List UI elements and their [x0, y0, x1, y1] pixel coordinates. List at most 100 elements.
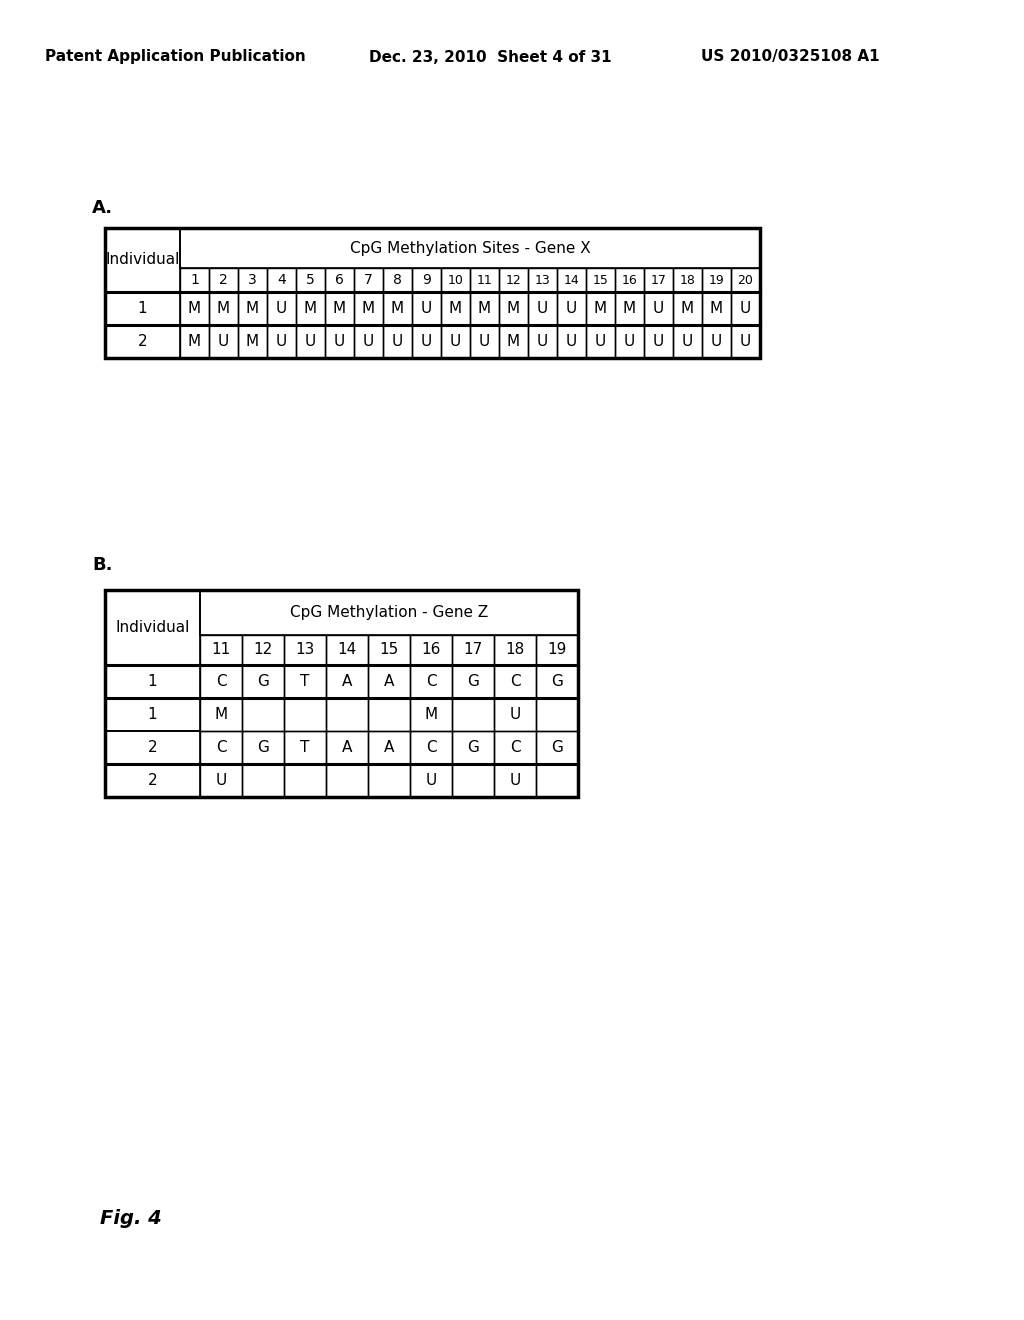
Text: 1: 1 [190, 273, 199, 286]
Bar [242, 635, 284, 665]
Text: 20: 20 [737, 273, 754, 286]
Text: 18: 18 [506, 643, 524, 657]
Bar [452, 698, 494, 731]
Bar [452, 635, 494, 665]
Bar [383, 292, 412, 325]
Bar [499, 292, 528, 325]
Text: U: U [218, 334, 229, 348]
Bar [105, 764, 200, 797]
Text: U: U [275, 334, 287, 348]
Bar [284, 764, 326, 797]
Bar [557, 325, 586, 358]
Bar [557, 292, 586, 325]
Text: C: C [216, 741, 226, 755]
Bar [410, 731, 452, 764]
Text: M: M [214, 708, 227, 722]
Bar [536, 731, 578, 764]
Text: 12: 12 [506, 273, 521, 286]
Bar [180, 268, 209, 292]
Bar [528, 292, 557, 325]
Text: B.: B. [92, 556, 113, 574]
Bar [296, 325, 325, 358]
Bar [494, 698, 536, 731]
Bar [702, 268, 731, 292]
Text: U: U [509, 708, 520, 722]
Text: Fig. 4: Fig. 4 [100, 1209, 162, 1228]
Bar [209, 292, 238, 325]
Text: U: U [425, 774, 436, 788]
Text: G: G [467, 675, 479, 689]
Bar [673, 292, 702, 325]
Text: 15: 15 [593, 273, 608, 286]
Text: 11: 11 [211, 643, 230, 657]
Bar [383, 268, 412, 292]
Bar [702, 292, 731, 325]
Bar [200, 590, 578, 635]
Bar [325, 292, 354, 325]
Text: Patent Application Publication: Patent Application Publication [45, 49, 305, 65]
Bar [536, 764, 578, 797]
Bar [673, 268, 702, 292]
Text: U: U [479, 334, 490, 348]
Bar [731, 325, 760, 358]
Text: M: M [304, 301, 317, 315]
Bar [673, 325, 702, 358]
Text: 6: 6 [335, 273, 344, 286]
Text: M: M [594, 301, 607, 315]
Bar [105, 325, 180, 358]
Bar [494, 635, 536, 665]
Text: U: U [305, 334, 316, 348]
Bar [242, 665, 284, 698]
Text: M: M [188, 301, 201, 315]
Bar [586, 292, 615, 325]
Bar [105, 228, 760, 358]
Text: U: U [362, 334, 374, 348]
Bar [326, 635, 368, 665]
Bar [238, 268, 267, 292]
Text: M: M [361, 301, 375, 315]
Bar [209, 268, 238, 292]
Bar [412, 268, 441, 292]
Bar [325, 268, 354, 292]
Bar [105, 590, 200, 665]
Bar [326, 731, 368, 764]
Bar [354, 268, 383, 292]
Text: T: T [300, 675, 309, 689]
Bar [238, 325, 267, 358]
Text: U: U [421, 334, 432, 348]
Text: 4: 4 [278, 273, 286, 286]
Text: 10: 10 [447, 273, 464, 286]
Bar [200, 665, 242, 698]
Bar [180, 292, 209, 325]
Bar [528, 268, 557, 292]
Bar [494, 731, 536, 764]
Bar [615, 268, 644, 292]
Text: 19: 19 [709, 273, 724, 286]
Bar [557, 268, 586, 292]
Text: U: U [509, 774, 520, 788]
Text: 2: 2 [219, 273, 228, 286]
Text: U: U [215, 774, 226, 788]
Text: M: M [424, 708, 437, 722]
Text: 16: 16 [622, 273, 637, 286]
Bar [209, 325, 238, 358]
Text: U: U [682, 334, 693, 348]
Text: 19: 19 [547, 643, 566, 657]
Text: Individual: Individual [116, 620, 189, 635]
Text: G: G [467, 741, 479, 755]
Bar [242, 764, 284, 797]
Text: 1: 1 [147, 675, 158, 689]
Bar [586, 268, 615, 292]
Text: 17: 17 [464, 643, 482, 657]
Text: M: M [623, 301, 636, 315]
Bar [325, 325, 354, 358]
Text: U: U [392, 334, 403, 348]
Bar [731, 268, 760, 292]
Text: U: U [450, 334, 461, 348]
Bar [499, 325, 528, 358]
Text: US 2010/0325108 A1: US 2010/0325108 A1 [700, 49, 880, 65]
Bar [238, 292, 267, 325]
Bar [242, 731, 284, 764]
Bar [368, 665, 410, 698]
Text: 1: 1 [147, 708, 158, 722]
